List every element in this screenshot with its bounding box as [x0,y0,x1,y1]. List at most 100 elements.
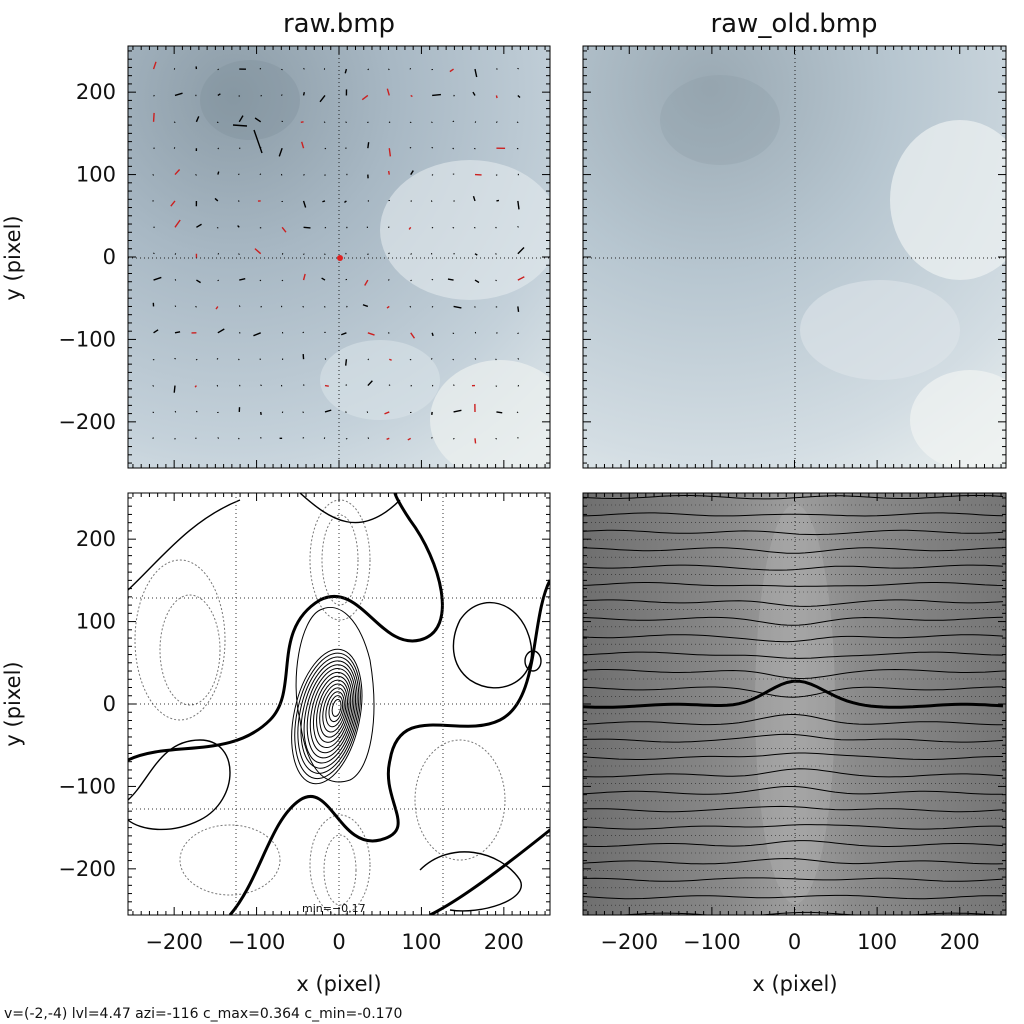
vector-arrow [259,67,262,70]
vector-arrow [302,200,307,208]
vector-arrow [496,121,498,123]
vector-arrow [449,68,454,73]
level-line [583,877,1004,882]
contour-peak-ring [331,698,342,717]
contour-negative [179,824,281,896]
contour-negative [323,834,357,906]
vector-field [152,61,525,444]
vector-arrow [452,358,455,361]
status-line: v=(-2,-4) lvl=4.47 azi=-116 c_max=0.364 … [4,1006,402,1022]
contour-peak-ring [312,675,352,748]
panel-raw-old: raw_old.bmp [582,9,1007,469]
panel-raw-cloud [200,60,300,140]
contour-zero [429,828,550,915]
vector-arrow [324,147,327,150]
vector-arrow [153,276,162,281]
vector-arrow [239,278,246,281]
vector-arrow [302,411,304,414]
vector-arrow [324,384,329,387]
vector-arrow [238,305,241,308]
y-tick-label: −200 [58,410,116,434]
panel-raw-title: raw.bmp [283,9,395,39]
contour-peak-ring [306,668,355,759]
vector-arrow [452,147,455,150]
vector-arrow [517,358,520,360]
vector-arrow [195,116,200,123]
contour-lines-positive [128,493,542,912]
vector-arrow [196,223,202,228]
contour-peak-ring [322,687,347,733]
contour-negative [321,514,359,606]
vector-arrow [453,409,462,413]
vector-arrow [253,129,263,154]
x-tick-label: −100 [683,930,741,954]
vector-arrow [410,94,413,98]
y-tick-label: 100 [76,163,116,187]
contour-lines-negative [134,499,506,915]
vector-arrow [302,92,306,96]
vector-arrow [517,247,525,255]
panel-correlation-y-tick-labels: 200 100 0 −100 −200 [58,527,116,881]
contour-peak-ring [297,656,360,774]
vector-arrow [174,92,183,97]
vector-arrow [194,385,197,388]
panel-raw: raw.bmp 200 100 0 −100 −200 y (pixel) [1,9,551,469]
vector-arrow [495,279,497,282]
vector-arrow [410,279,412,282]
contour-peak-ring [316,679,350,743]
vector-arrow [367,142,370,149]
vector-arrow [303,67,305,70]
vector-arrow [174,305,177,308]
vector-arrow [278,147,283,157]
panel-raw-ticks [128,46,550,468]
level-line [583,713,1003,726]
vector-arrow [517,94,521,98]
vector-arrow [153,252,155,255]
vector-arrow [217,328,225,334]
vector-arrow [195,174,197,176]
vector-arrow [237,225,240,228]
vector-arrow [344,200,347,203]
vector-arrow [260,305,262,308]
vector-arrow [495,226,497,229]
panel-gray-contour-x-tick-labels: −200 −100 0 100 200 [600,930,979,954]
panel-gray-contour: −200 −100 0 100 200 x (pixel) [582,492,1007,996]
vector-arrow [496,411,503,414]
vector-arrow [217,147,220,150]
vector-arrow [303,173,305,176]
level-line [583,686,1003,698]
vector-arrow [173,121,176,124]
contour-peak-ring [295,607,375,783]
vector-arrow [152,411,155,414]
panel-gray-contour-ticks [583,493,1006,915]
vector-arrow [238,437,240,440]
panel-raw-old-title: raw_old.bmp [710,9,877,39]
vector-arrow [388,358,392,361]
contour-positive [128,493,401,591]
vector-arrow [238,173,240,176]
vector-arrow [431,174,434,176]
vector-arrow [303,226,311,229]
panel-correlation-ticks [128,493,550,915]
vector-arrow [174,253,177,255]
vector-arrow [324,226,327,229]
panel-raw-old-cloud [910,370,1006,468]
panel-correlation-ylabel: y (pixel) [1,661,25,746]
vector-arrow [431,305,434,308]
contour-peak-ring [303,664,356,764]
contour-positive [452,601,533,689]
vector-arrow [409,305,412,308]
x-tick-label: −100 [228,930,286,954]
vector-arrow [152,112,155,122]
vector-arrow [152,61,157,70]
vector-arrow [324,409,332,413]
level-line [583,616,1004,626]
vector-arrow [253,332,261,337]
vector-arrow [323,121,326,124]
vector-arrow [367,68,370,71]
vector-arrow [238,253,240,255]
vector-arrow [254,248,262,255]
vector-arrow [384,411,390,415]
